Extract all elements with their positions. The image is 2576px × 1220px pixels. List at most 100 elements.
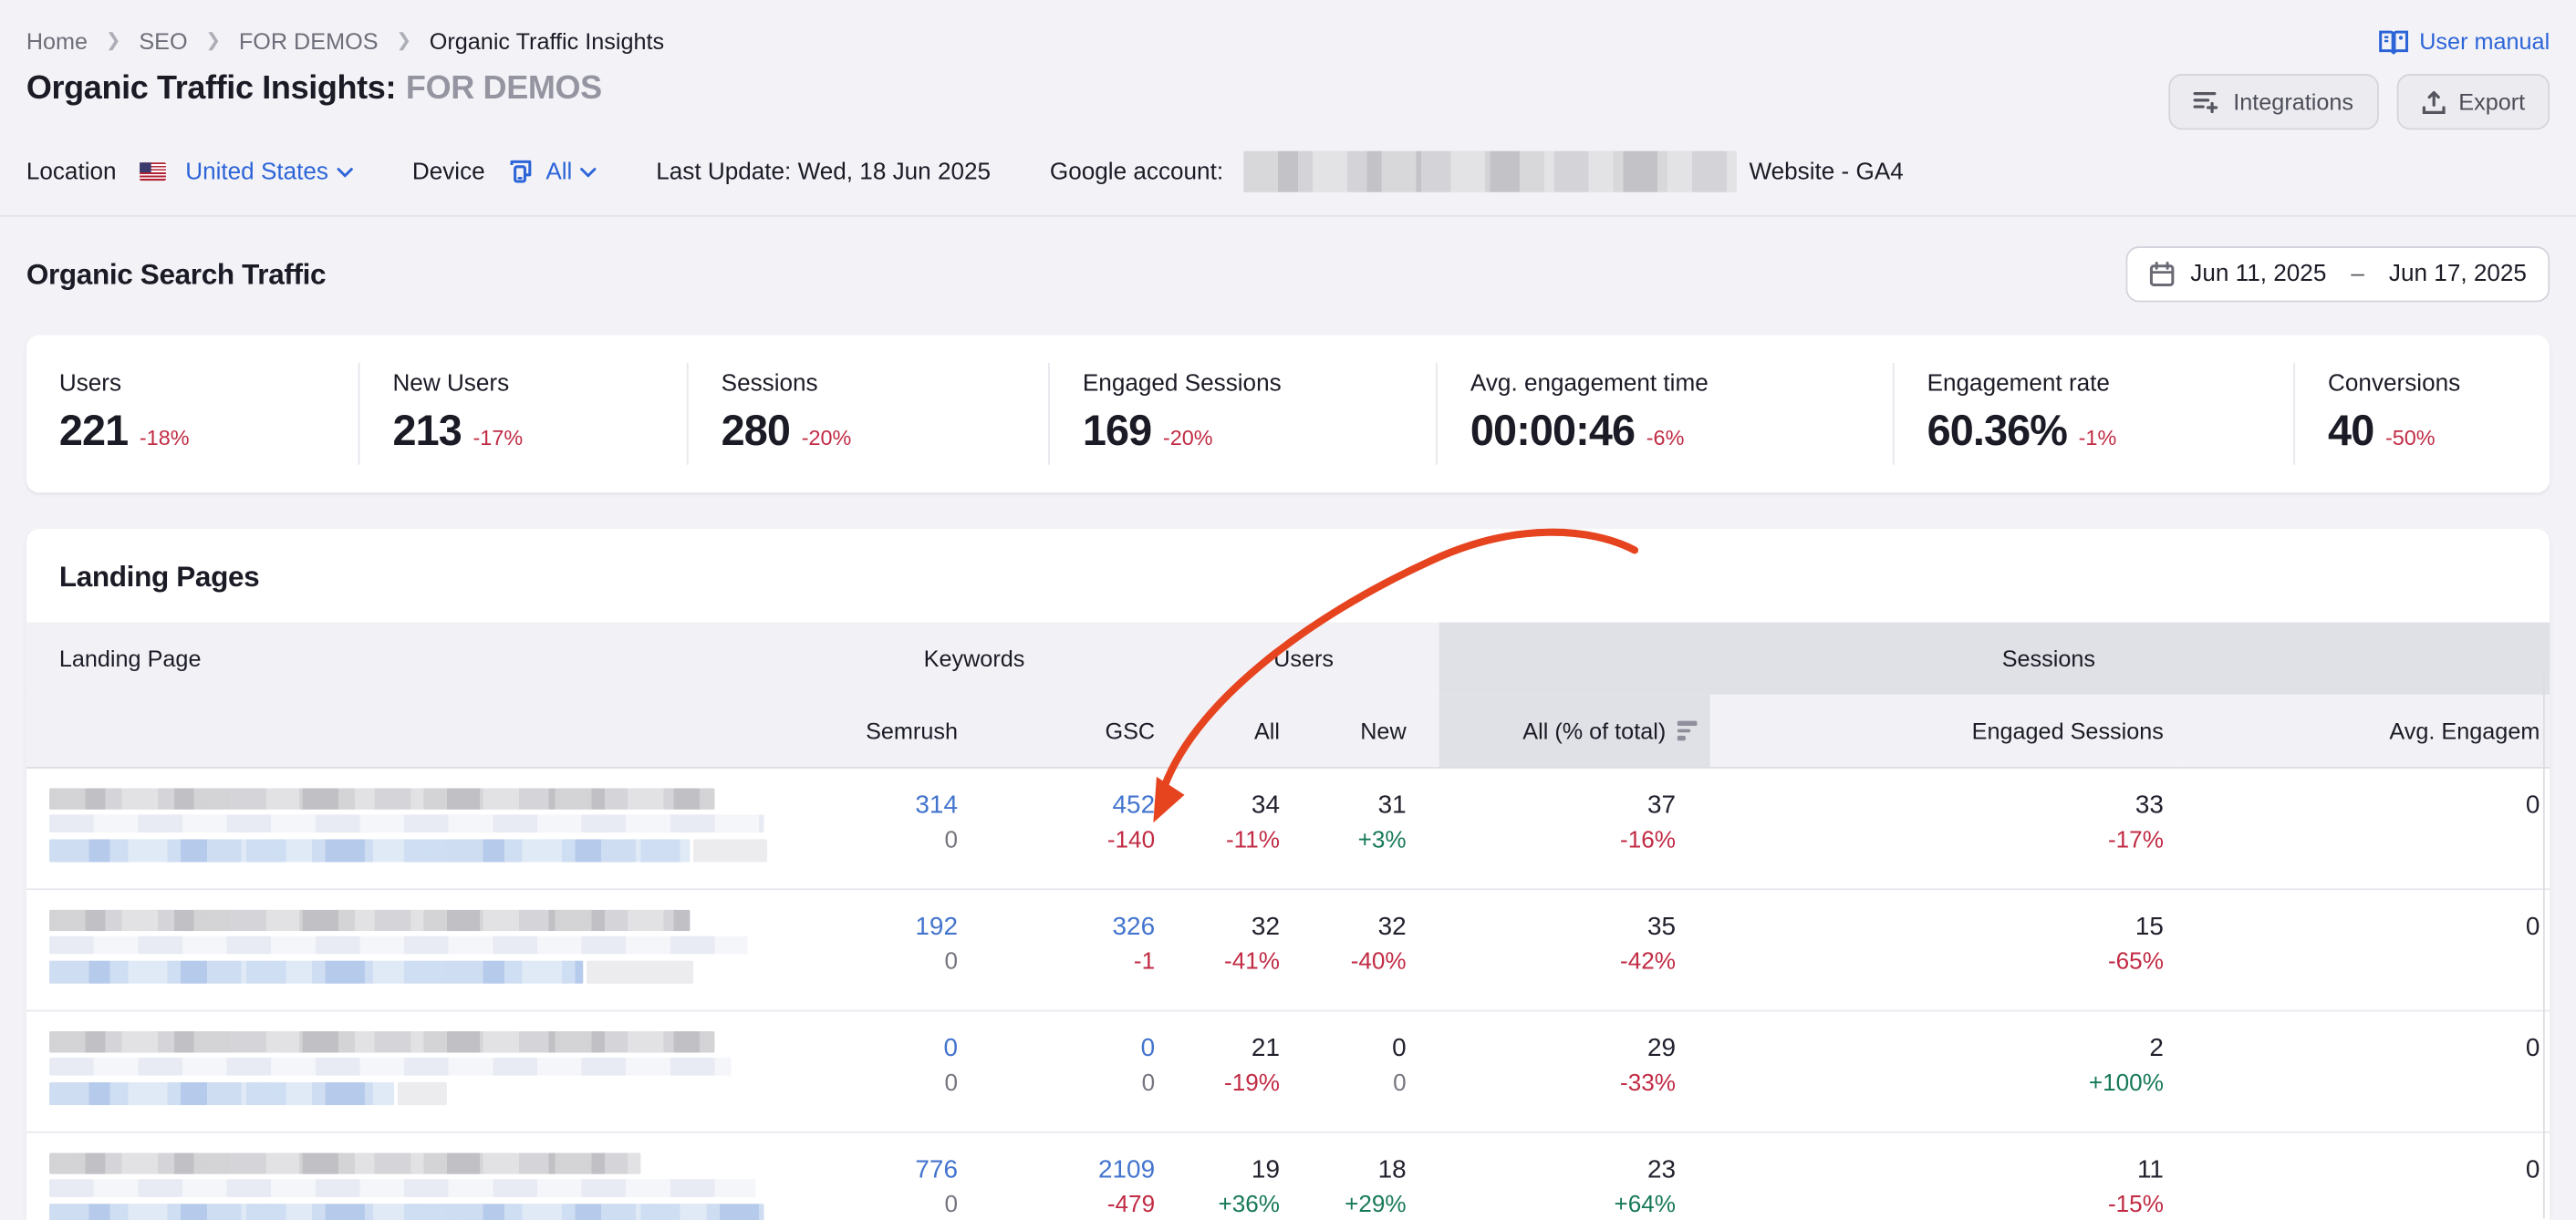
column-header-gsc[interactable]: GSC [971,694,1169,768]
users-all-value: 32 [1251,913,1280,941]
date-range-picker[interactable]: Jun 11, 2025 – Jun 17, 2025 [2126,246,2550,303]
device-value: All [545,158,573,185]
column-header-users-all[interactable]: All [1168,694,1293,768]
semrush-cell: 776 0 [780,1133,971,1220]
table-row: 776 0 2109 -479 19 +36% 18 +29% 23 +64% 11 -15% 0 [26,1132,2550,1220]
gsc-delta: -479 [1106,1192,1156,1219]
users-new-value: 0 [1392,1034,1407,1063]
landing-pages-table-header: Landing Page Keywords Users Sessions Sem… [26,622,2550,769]
gsc-delta: -1 [1133,948,1156,976]
sessions-all-label: All (% of total) [1522,718,1667,744]
device-label: Device [411,158,485,185]
engaged-delta: -17% [2107,827,2164,854]
semrush-value-link[interactable]: 0 [943,1034,958,1063]
sessions-all-cell: 37 -16% [1439,769,1710,888]
chevron-right-icon: ❯ [105,30,121,50]
avg-value: 0 [2525,913,2540,941]
redacted-page-url-link[interactable] [49,839,691,863]
metric-value: 40 -50% [2328,405,2436,455]
sessions-all-cell: 23 +64% [1439,1133,1710,1220]
users-new-value: 31 [1377,791,1407,820]
semrush-cell: 192 0 [780,890,971,1009]
gsc-value-link[interactable]: 326 [1112,913,1156,941]
metric-label: Engaged Sessions [1082,371,1282,398]
users-new-cell: 32 -40% [1293,890,1439,1009]
column-header-avg-engagement[interactable]: Avg. Engagem [2181,694,2550,768]
device-dropdown[interactable]: All [545,159,597,185]
redacted-page-meta [49,936,748,955]
filters-row: Location United States Device All Last U… [0,129,2576,192]
semrush-value-link[interactable]: 314 [915,791,958,820]
location-dropdown[interactable]: United States [185,159,353,185]
header-actions: Integrations Export [2168,74,2550,130]
redacted-page-url-link[interactable] [49,960,584,984]
integrations-label: Integrations [2233,88,2354,116]
users-all-delta: -11% [1225,827,1280,854]
avg-cell: 0 [2182,769,2550,888]
engaged-cell: 33 -17% [1710,769,2182,888]
column-header-sessions-all-sorted[interactable]: All (% of total) [1439,694,1710,768]
users-new-cell: 18 +29% [1293,1133,1439,1220]
metric-value: 280 -20% [721,405,852,455]
avg-cell: 0 [2182,1011,2550,1131]
landing-page-cell-redacted [26,890,781,1009]
breadcrumb-home[interactable]: Home [26,27,88,55]
property-label: Website - GA4 [1749,158,1904,185]
book-icon [2378,29,2408,54]
landing-pages-card: Landing Pages Landing Page Keywords User… [26,528,2550,1220]
users-all-cell: 34 -11% [1169,769,1293,888]
user-manual-link[interactable]: User manual [2378,27,2550,55]
users-all-cell: 32 -41% [1169,890,1293,1009]
engaged-value: 15 [2135,913,2164,941]
sub-header-spacer [26,694,781,768]
users-new-delta: +3% [1357,827,1407,854]
column-header-users-new[interactable]: New [1293,694,1439,768]
sessions-all-value: 37 [1646,791,1677,820]
metric-value: 221 -18% [58,405,190,455]
redacted-page-meta [49,1179,756,1197]
metric-value: 169 -20% [1082,405,1213,455]
avg-value: 0 [2525,1155,2540,1184]
redacted-page-url-link[interactable] [49,1204,764,1220]
semrush-delta: 0 [944,1192,958,1219]
users-all-delta: +36% [1218,1192,1280,1219]
breadcrumb-seo[interactable]: SEO [139,27,188,55]
users-new-delta: +29% [1345,1192,1407,1219]
integrations-button[interactable]: Integrations [2168,74,2379,130]
metric-delta: -17% [473,425,524,450]
users-all-cell: 19 +36% [1169,1133,1293,1220]
redacted-page-url-link[interactable] [49,1081,395,1106]
sub-header-row: Semrush GSC All New All (% of total) Eng… [26,694,2550,769]
users-all-value: 34 [1251,791,1280,820]
date-to: Jun 17, 2025 [2388,261,2527,288]
metric-sessions: Sessions 280 -20% [686,363,1048,465]
semrush-value-link[interactable]: 192 [915,913,958,941]
redacted-page-title [49,1153,641,1174]
export-label: Export [2458,88,2526,116]
chevron-right-icon: ❯ [396,30,411,50]
redacted-url-suffix [397,1081,447,1106]
user-manual-label: User manual [2419,27,2550,55]
column-header-engaged-sessions[interactable]: Engaged Sessions [1709,694,2182,768]
gsc-value-link[interactable]: 0 [1140,1034,1156,1063]
engaged-value: 2 [2149,1034,2164,1063]
chevron-right-icon: ❯ [205,30,222,50]
engaged-delta: -65% [2107,948,2164,976]
column-header-semrush[interactable]: Semrush [780,694,971,768]
metric-delta: -20% [1162,425,1213,450]
sessions-all-delta: -33% [1620,1070,1677,1098]
google-account-label: Google account: [1049,158,1224,185]
export-button[interactable]: Export [2395,74,2550,130]
gsc-value-link[interactable]: 452 [1112,791,1156,820]
page-title-main: Organic Traffic Insights: [26,70,397,108]
table-right-divider [2542,673,2545,1219]
sort-descending-icon [1677,721,1698,740]
sessions-all-delta: -16% [1620,827,1677,854]
semrush-value-link[interactable]: 776 [915,1155,958,1184]
breadcrumb-project[interactable]: FOR DEMOS [238,27,379,55]
group-header-row: Landing Page Keywords Users Sessions [26,622,2550,695]
gsc-value-link[interactable]: 2109 [1098,1155,1156,1184]
redacted-page-meta [49,1057,732,1076]
metric-label: Engagement rate [1927,371,2110,398]
